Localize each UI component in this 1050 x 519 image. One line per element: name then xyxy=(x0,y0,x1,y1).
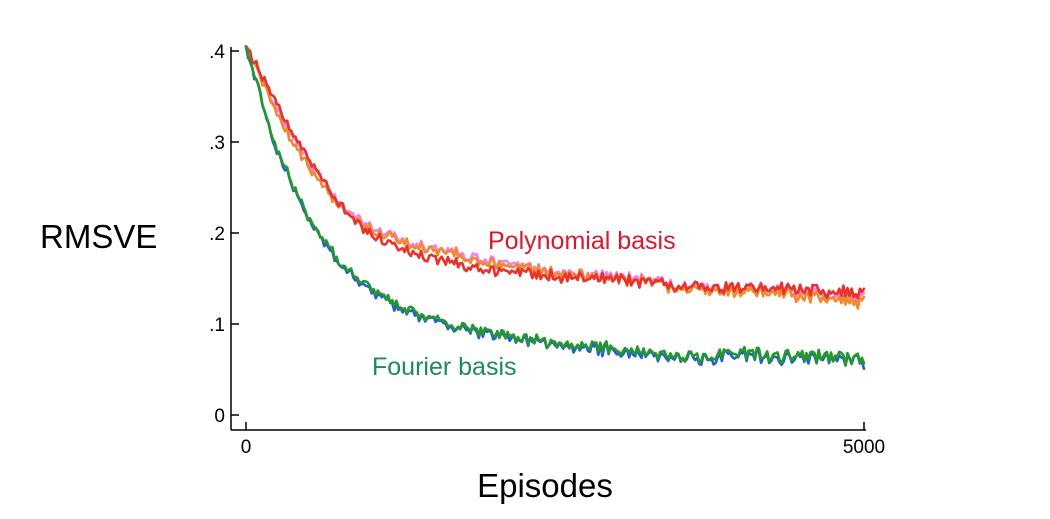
y-axis-title: RMSVE xyxy=(40,218,157,255)
polynomial-basis-label: Polynomial basis xyxy=(488,227,676,255)
y-tick-label: .4 xyxy=(209,42,225,63)
y-ticks: 0 .1 .2 .3 .4 xyxy=(209,42,239,427)
x-ticks: 0 5000 xyxy=(241,422,885,458)
x-axis-title: Episodes xyxy=(477,467,613,504)
y-tick-label: .2 xyxy=(209,224,225,245)
y-tick-label: .1 xyxy=(209,315,225,336)
axes xyxy=(230,47,866,431)
series-lines xyxy=(244,45,866,371)
fourier-series-line xyxy=(244,45,866,367)
fourier-basis-label: Fourier basis xyxy=(372,353,517,381)
y-tick-label: .3 xyxy=(209,133,225,154)
y-tick-label: 0 xyxy=(214,406,225,427)
x-tick-label: 5000 xyxy=(843,437,885,458)
polynomial-series-line xyxy=(244,45,866,310)
x-tick-label: 0 xyxy=(241,437,252,458)
polynomial-series-line xyxy=(244,45,866,300)
